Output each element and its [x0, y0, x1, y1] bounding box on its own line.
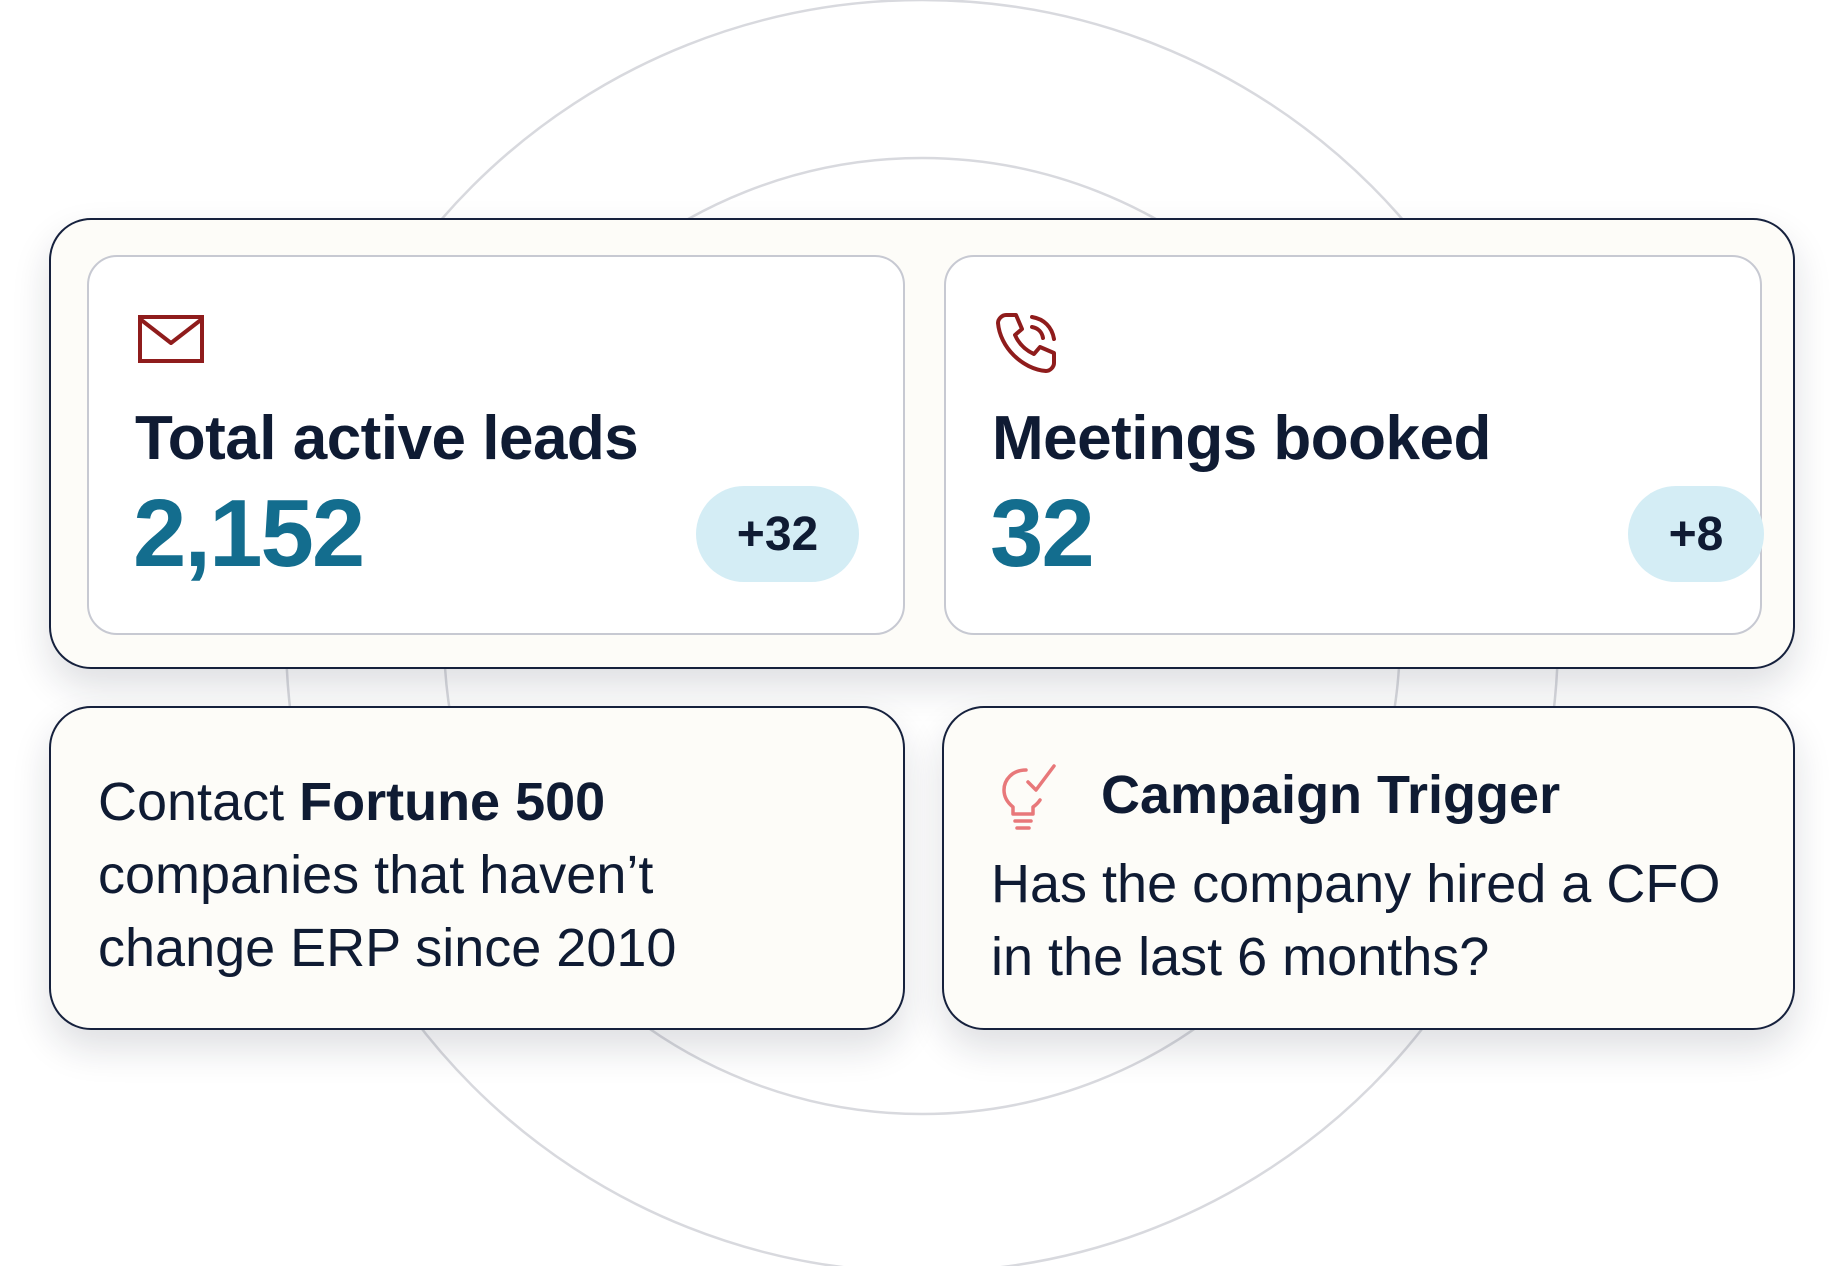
- trigger-title: Campaign Trigger: [1101, 765, 1561, 825]
- stat-value: 2,152: [133, 480, 365, 587]
- trigger-question: Has the company hired a CFO in the last …: [991, 854, 1721, 987]
- mail-icon: [138, 315, 204, 363]
- stat-card-meetings-booked: Meetings booked 32 +8: [944, 255, 1764, 635]
- campaign-trigger-card: Campaign Trigger Has the company hired a…: [942, 706, 1795, 1030]
- delta-badge: +8: [1628, 486, 1764, 582]
- phone-ringing-icon: [996, 313, 1056, 373]
- stat-card-total-active-leads: Total active leads 2,152 +32: [87, 255, 905, 635]
- stat-value: 32: [990, 480, 1095, 587]
- lightbulb-check-icon: [1002, 764, 1056, 830]
- stat-title: Total active leads: [135, 404, 639, 473]
- stats-panel: Total active leads 2,152 +32 Meetings bo…: [49, 218, 1795, 669]
- stat-title: Meetings booked: [992, 404, 1491, 473]
- delta-badge: +32: [696, 486, 859, 582]
- query-emphasis: Fortune 500: [299, 772, 606, 832]
- query-prefix: Contact: [98, 772, 300, 832]
- query-suffix: companies that haven’t change ERP since …: [98, 845, 677, 978]
- audience-query-text: Contact Fortune 500 companies that haven…: [98, 766, 818, 985]
- audience-query-card: Contact Fortune 500 companies that haven…: [49, 706, 905, 1030]
